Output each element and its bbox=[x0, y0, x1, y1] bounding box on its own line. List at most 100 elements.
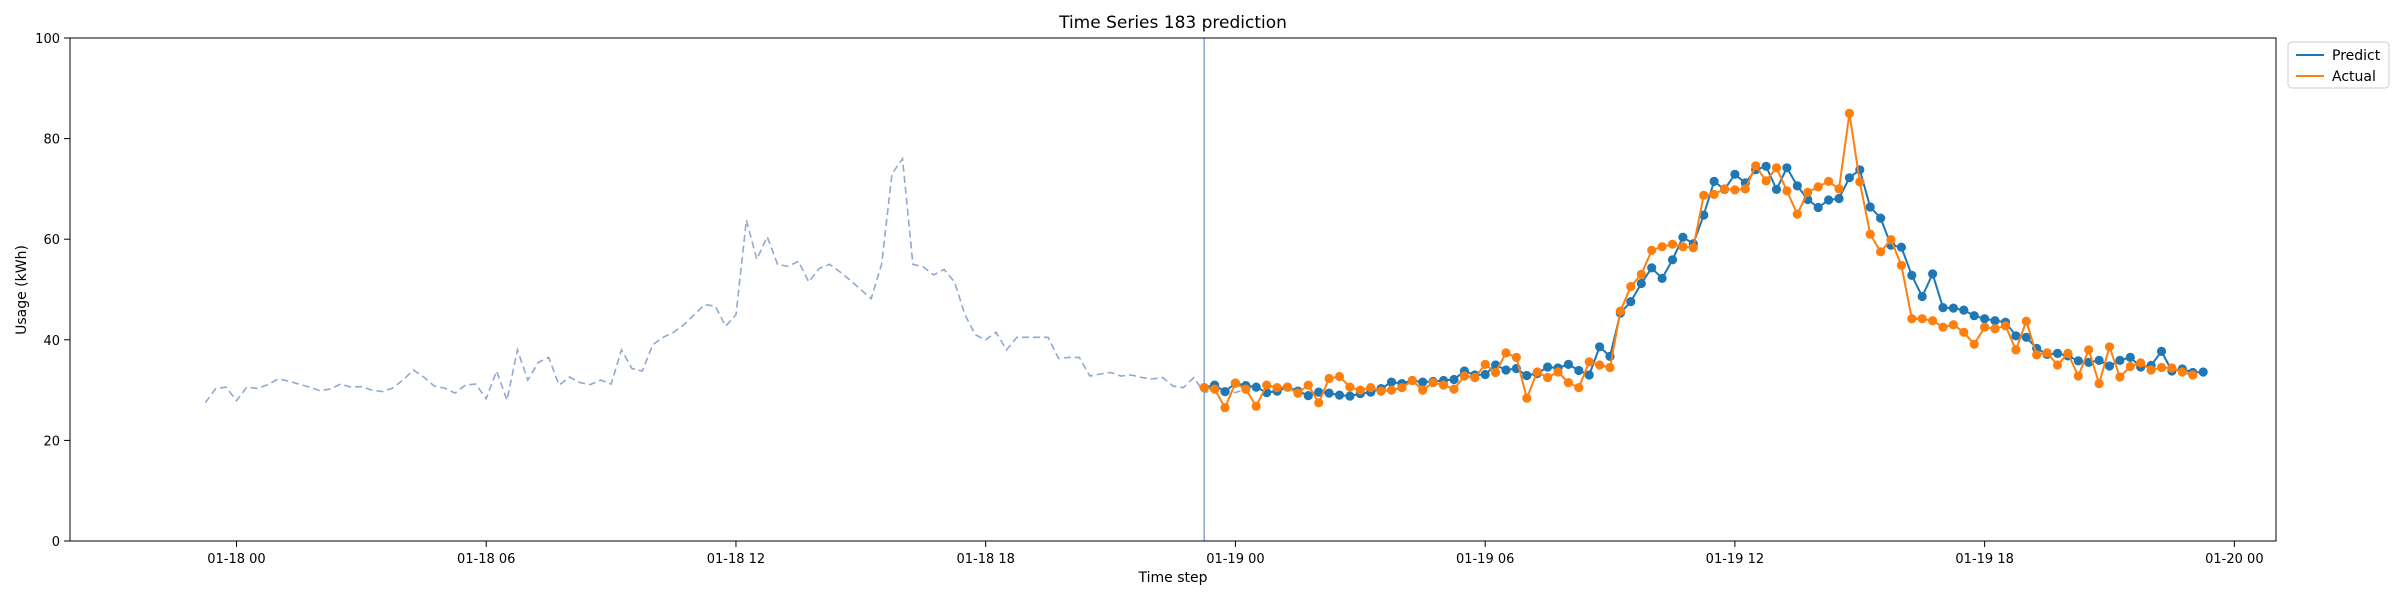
data-point-predict bbox=[1303, 391, 1313, 401]
data-point-actual bbox=[1293, 388, 1303, 398]
data-point-actual bbox=[1386, 385, 1397, 395]
data-point-predict bbox=[1896, 242, 1906, 252]
data-point-actual bbox=[2167, 363, 2177, 373]
data-point-predict bbox=[2052, 348, 2063, 358]
data-point-actual bbox=[1844, 108, 1854, 118]
data-point-actual bbox=[1824, 176, 1834, 186]
data-point-actual bbox=[1501, 348, 1511, 358]
data-point-actual bbox=[1480, 359, 1490, 369]
data-point-actual bbox=[1210, 384, 1220, 394]
history-line bbox=[204, 156, 1257, 404]
data-point-actual bbox=[1678, 242, 1688, 252]
data-point-predict bbox=[1418, 377, 1428, 387]
data-point-predict bbox=[1709, 176, 1719, 186]
data-point-actual bbox=[1917, 314, 1927, 324]
data-point-actual bbox=[2063, 348, 2073, 358]
data-point-actual bbox=[1324, 373, 1334, 384]
axes: 0 20 40 60 80 100 01-18 00 01-18 06 01-18 12 01-1… bbox=[35, 32, 2263, 567]
data-point-actual bbox=[1428, 378, 1438, 388]
data-point-actual bbox=[1896, 260, 1906, 270]
data-point-predict bbox=[1813, 202, 1823, 213]
data-point-actual bbox=[1397, 383, 1407, 393]
data-point-actual bbox=[1688, 243, 1698, 253]
chart-title: Time Series 183 prediction bbox=[1058, 13, 1287, 33]
data-point-actual bbox=[2084, 345, 2094, 355]
data-point-predict bbox=[1595, 342, 1605, 352]
data-point-actual bbox=[1886, 235, 1896, 245]
data-point-predict bbox=[1876, 213, 1886, 223]
data-point-actual bbox=[1855, 177, 1865, 187]
data-point-actual bbox=[1553, 367, 1563, 377]
data-point-actual bbox=[1699, 190, 1709, 200]
data-point-actual bbox=[1574, 383, 1584, 393]
data-point-predict bbox=[1480, 369, 1490, 380]
data-point-actual bbox=[1532, 367, 1542, 377]
data-point-predict bbox=[1678, 232, 1688, 242]
x-tick-label: 01-20 00 bbox=[2205, 552, 2263, 567]
data-point-predict bbox=[1782, 163, 1792, 173]
data-point-actual bbox=[1220, 403, 1230, 413]
data-point-predict bbox=[1636, 278, 1646, 289]
data-point-actual bbox=[1969, 339, 1979, 349]
data-point-actual bbox=[1511, 352, 1521, 362]
data-point-predict bbox=[1657, 273, 1667, 283]
data-point-predict bbox=[1314, 387, 1324, 397]
data-point-actual bbox=[1667, 239, 1678, 249]
data-point-predict bbox=[1928, 269, 1938, 279]
data-point-actual bbox=[1813, 182, 1823, 192]
data-point-actual bbox=[1584, 357, 1594, 367]
data-point-actual bbox=[1615, 306, 1625, 316]
y-tick-label: 100 bbox=[35, 32, 60, 47]
data-point-predict bbox=[1626, 297, 1636, 307]
data-point-actual bbox=[1948, 320, 1958, 330]
data-point-actual bbox=[1314, 398, 1324, 408]
data-point-actual bbox=[1834, 184, 1844, 194]
data-point-predict bbox=[2104, 361, 2115, 371]
data-point-predict bbox=[2198, 367, 2208, 377]
data-point-actual bbox=[1282, 382, 1293, 392]
data-point-predict bbox=[1345, 391, 1355, 401]
data-point-actual bbox=[1740, 184, 1750, 194]
data-point-predict bbox=[1834, 193, 1844, 204]
data-point-actual bbox=[1230, 378, 1240, 388]
data-point-predict bbox=[1969, 311, 1979, 321]
data-point-actual bbox=[1980, 322, 1990, 332]
data-point-predict bbox=[1647, 263, 1657, 273]
data-point-predict bbox=[1449, 374, 1459, 385]
data-point-actual bbox=[2000, 321, 2011, 331]
data-point-predict bbox=[2115, 355, 2125, 365]
data-point-predict bbox=[2021, 332, 2031, 342]
data-point-predict bbox=[1865, 202, 1875, 212]
data-point-actual bbox=[1376, 386, 1386, 396]
data-point-actual bbox=[1272, 383, 1282, 393]
plot-area bbox=[204, 38, 2208, 541]
x-tick-label: 01-18 18 bbox=[956, 552, 1014, 567]
x-tick-label: 01-18 00 bbox=[207, 552, 265, 567]
data-point-actual bbox=[1657, 242, 1667, 252]
data-point-actual bbox=[2177, 367, 2187, 377]
data-point-actual bbox=[1543, 372, 1553, 383]
data-point-predict bbox=[1948, 303, 1958, 313]
data-point-actual bbox=[1251, 401, 1261, 411]
data-point-actual bbox=[1449, 384, 1459, 394]
data-point-actual bbox=[2188, 370, 2198, 380]
data-point-actual bbox=[2011, 345, 2021, 355]
data-point-actual bbox=[1438, 380, 1449, 390]
data-point-predict bbox=[1938, 303, 1948, 313]
data-point-predict bbox=[1771, 184, 1782, 194]
data-point-actual bbox=[1470, 372, 1480, 383]
data-point-predict bbox=[1824, 195, 1834, 205]
y-tick-label: 60 bbox=[43, 233, 60, 248]
data-point-actual bbox=[1491, 367, 1501, 378]
data-point-actual bbox=[1792, 209, 1802, 219]
data-point-actual bbox=[1522, 393, 1532, 403]
y-axis-label: Usage (kWh) bbox=[14, 245, 30, 335]
data-point-predict bbox=[1501, 365, 1511, 375]
x-tick-label: 01-19 06 bbox=[1456, 552, 1514, 567]
legend-label-actual: Actual bbox=[2332, 69, 2376, 85]
data-point-actual bbox=[1876, 247, 1886, 257]
data-point-predict bbox=[1980, 314, 1990, 324]
data-point-actual bbox=[1626, 281, 1636, 292]
x-tick-label: 01-18 06 bbox=[457, 552, 515, 567]
